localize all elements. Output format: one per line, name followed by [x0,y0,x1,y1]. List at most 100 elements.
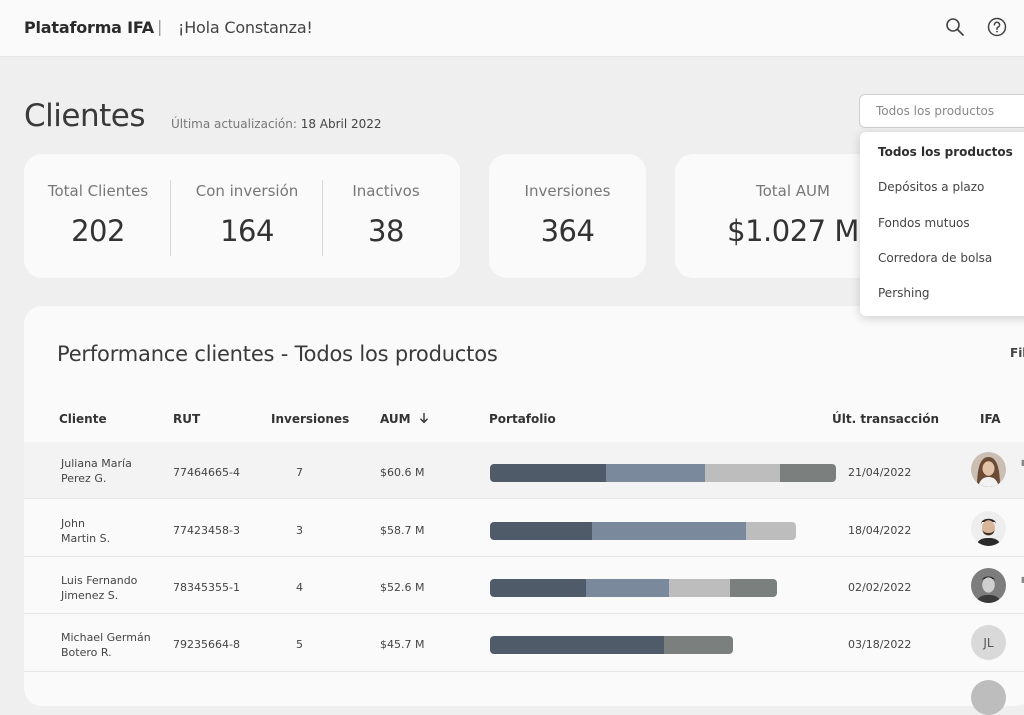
product-filter-select[interactable]: Todos los productos [859,94,1024,128]
client-name[interactable]: Luis Fernando Jimenez S. [61,573,137,603]
client-first-name: John [61,517,85,530]
stat-label: Total AUM [756,182,830,200]
portfolio-segment[interactable] [780,464,836,482]
portfolio-segment[interactable] [586,579,669,597]
row-divider [24,671,1024,672]
stat-value: 364 [540,214,595,248]
last-transaction-date: 03/18/2022 [848,638,912,651]
portfolio-segment[interactable] [730,579,777,597]
portfolio-bar[interactable] [490,464,836,482]
client-name[interactable]: Juliana María Perez G. [61,456,132,486]
portfolio-bar[interactable] [490,522,796,540]
col-header-aum[interactable]: AUM [380,412,430,426]
portfolio-segment[interactable] [490,579,586,597]
menu-item-fondos-mutuos[interactable]: Fondos mutuos [878,216,970,230]
last-updated: Última actualización: 18 Abril 2022 [171,117,382,131]
header-divider: | [157,17,163,36]
menu-item-depositos-a-plazo[interactable]: Depósitos a plazo [878,180,985,194]
portfolio-segment[interactable] [664,636,733,654]
top-bar: Plataforma IFA | ¡Hola Constanza! [0,0,1024,57]
last-updated-date: 18 Abril 2022 [300,117,382,131]
client-last-name: Perez G. [61,472,107,485]
client-aum: $52.6 M [380,581,425,594]
clients-summary-card: Total Clientes 202 Con inversión 164 Ina… [24,154,460,278]
client-first-name: Luis Fernando [61,574,138,587]
portfolio-segment[interactable] [746,522,796,540]
divider [322,180,323,256]
client-first-name: Michael Germán [61,631,151,644]
table-title: Performance clientes - Todos los product… [57,342,498,366]
col-header-aum-label: AUM [380,412,411,426]
client-name[interactable]: John Martin S. [61,516,110,546]
stat-inversiones: Inversiones 364 [489,182,646,248]
last-transaction-date: 18/04/2022 [848,524,912,537]
client-last-name: Botero R. [61,646,112,659]
stat-total-aum: Total AUM $1.027 M [685,182,901,248]
client-aum: $58.7 M [380,524,425,537]
last-updated-label: Última actualización: [171,117,297,131]
ifa-name-fragment: ▮ [1021,575,1024,584]
portfolio-segment[interactable] [705,464,780,482]
client-rut: 79235664-8 [173,638,240,651]
ifa-avatar[interactable] [971,452,1006,487]
col-header-portafolio[interactable]: Portafolio [489,412,556,426]
filter-button[interactable]: Fil [1010,346,1024,360]
stat-label: Con inversión [195,182,299,200]
col-header-ifa[interactable]: IFA [980,412,1001,426]
ifa-avatar[interactable] [971,568,1006,603]
client-rut: 77423458-3 [173,524,240,537]
menu-item-corredora-de-bolsa[interactable]: Corredora de bolsa [878,251,993,265]
help-icon[interactable] [984,14,1010,40]
portfolio-segment[interactable] [606,464,705,482]
last-transaction-date: 21/04/2022 [848,466,912,479]
ifa-avatar[interactable] [971,680,1006,715]
client-inversiones: 5 [296,638,303,651]
col-header-inversiones[interactable]: Inversiones [271,412,350,426]
row-divider [24,498,1024,499]
client-inversiones: 3 [296,524,303,537]
client-rut: 77464665-4 [173,466,240,479]
client-rut: 78345355-1 [173,581,240,594]
portfolio-segment[interactable] [669,579,730,597]
stat-con-inversion: Con inversión 164 [174,182,320,248]
divider [170,180,171,256]
portfolio-segment[interactable] [490,636,664,654]
client-first-name: Juliana María [61,457,132,470]
arrow-down-icon [419,413,428,424]
greeting-text: ¡Hola Constanza! [178,18,313,37]
ifa-avatar[interactable] [971,511,1006,546]
menu-item-todos-los-productos[interactable]: Todos los productos [878,145,1013,159]
stat-value: 202 [71,214,125,248]
portfolio-segment[interactable] [490,464,606,482]
ifa-avatar-initials[interactable]: JL [971,625,1006,660]
row-divider [24,613,1024,614]
portfolio-segment[interactable] [592,522,746,540]
client-inversiones: 4 [296,581,303,594]
row-divider [24,556,1024,557]
col-header-ult-transaccion[interactable]: Últ. transacción [832,412,939,426]
client-name[interactable]: Michael Germán Botero R. [61,630,151,660]
ifa-name-fragment: ▮ [1021,458,1024,467]
col-header-cliente[interactable]: Cliente [59,412,107,426]
client-last-name: Jimenez S. [61,589,119,602]
portfolio-bar[interactable] [490,636,733,654]
stat-total-clientes: Total Clientes 202 [30,182,166,248]
search-icon[interactable] [942,14,968,40]
col-header-rut[interactable]: RUT [173,412,201,426]
stat-label: Total Clientes [47,182,149,200]
page-title: Clientes [24,98,145,134]
stat-inactivos: Inactivos 38 [324,182,448,248]
menu-item-pershing[interactable]: Pershing [878,286,930,300]
product-filter-menu: Todos los productos Depósitos a plazo Fo… [860,132,1024,316]
client-last-name: Martin S. [61,532,111,545]
client-aum: $45.7 M [380,638,425,651]
stat-value: 164 [220,214,274,248]
client-inversiones: 7 [296,466,303,479]
brand-title[interactable]: Plataforma IFA [24,18,154,37]
portfolio-segment[interactable] [490,522,592,540]
client-aum: $60.6 M [380,466,425,479]
last-transaction-date: 02/02/2022 [848,581,912,594]
stat-value: 38 [368,214,404,248]
stat-value: $1.027 M [727,214,859,248]
portfolio-bar[interactable] [490,579,777,597]
